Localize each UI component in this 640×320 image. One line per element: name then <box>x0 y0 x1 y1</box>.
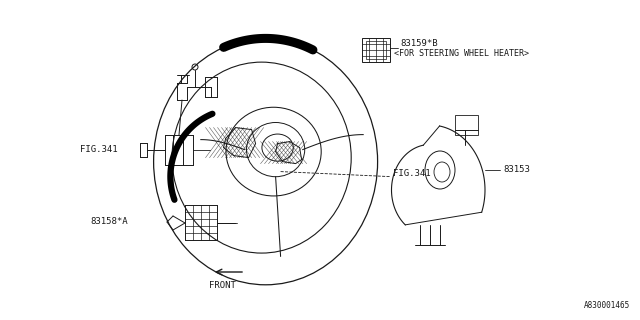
Text: FIG.341: FIG.341 <box>393 169 431 178</box>
Bar <box>455 115 478 135</box>
Bar <box>362 38 390 62</box>
Text: FIG.341: FIG.341 <box>80 146 118 155</box>
Text: FRONT: FRONT <box>209 282 236 291</box>
Text: A830001465: A830001465 <box>584 301 630 310</box>
Text: <FOR STEERING WHEEL HEATER>: <FOR STEERING WHEEL HEATER> <box>394 49 529 58</box>
Bar <box>366 41 386 59</box>
Text: 83159*B: 83159*B <box>400 39 438 49</box>
Text: 83153: 83153 <box>503 165 530 174</box>
Text: 83158*A: 83158*A <box>90 218 127 227</box>
